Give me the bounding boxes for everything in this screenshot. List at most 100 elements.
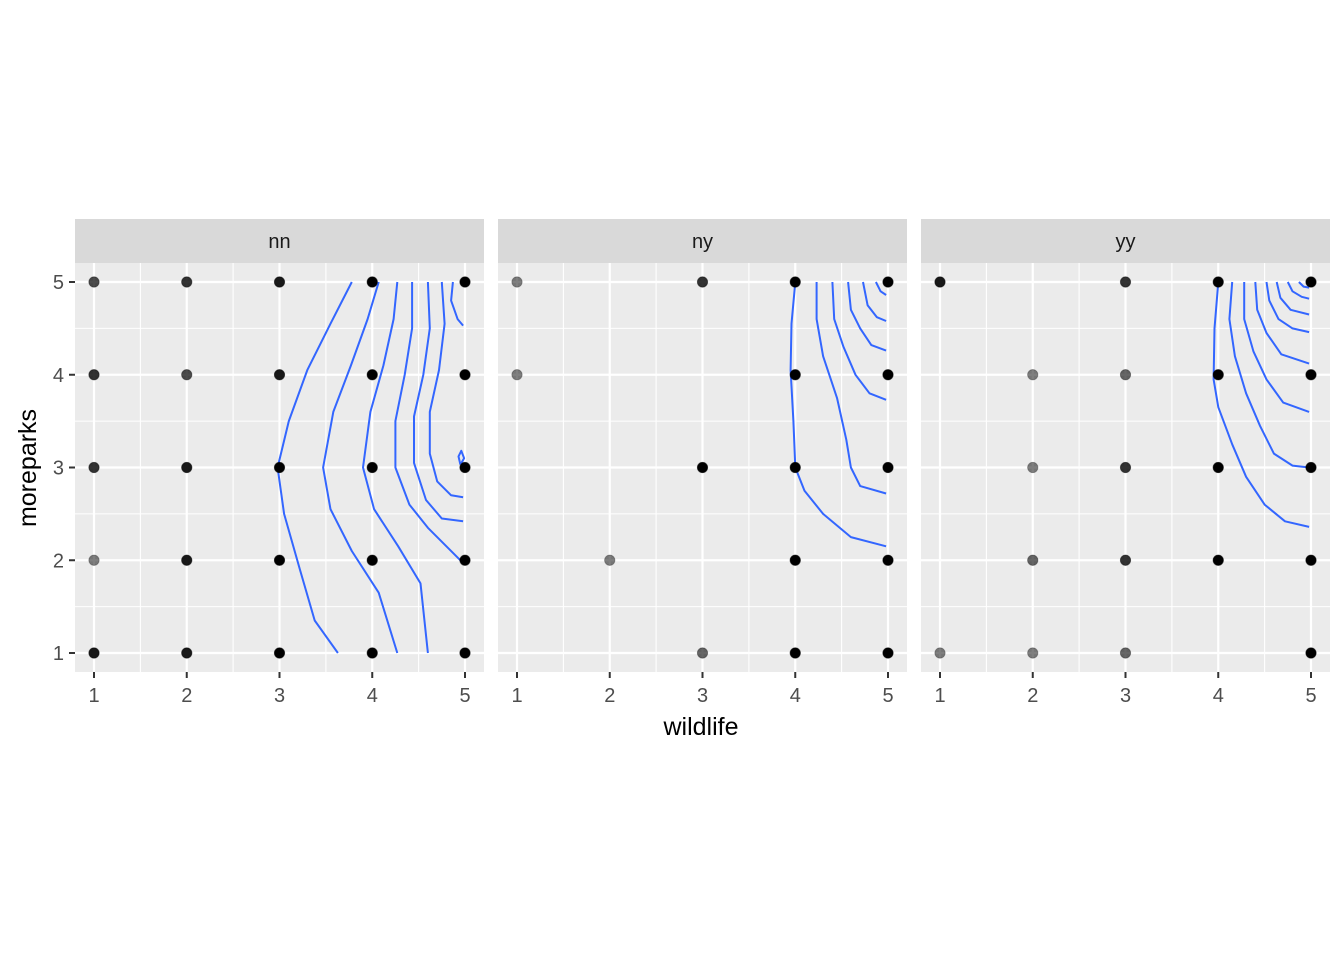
density-contour-line xyxy=(1286,281,1310,300)
density-contour-line xyxy=(413,281,464,523)
density-contour-line xyxy=(1243,282,1310,413)
density-contour-line xyxy=(1228,281,1310,469)
data-point xyxy=(273,647,286,659)
data-point xyxy=(511,369,523,381)
data-point xyxy=(1212,369,1224,381)
density-contour-line xyxy=(815,282,887,495)
data-point xyxy=(1119,276,1132,288)
data-point xyxy=(273,461,286,474)
data-point xyxy=(273,369,286,381)
density-contour-line xyxy=(1275,281,1310,316)
data-point xyxy=(604,554,616,566)
density-contour-line xyxy=(862,281,887,322)
y-axis-title: moreparks xyxy=(14,409,42,527)
x-tick-label: 2 xyxy=(181,685,192,707)
x-tick-label: 5 xyxy=(1305,685,1316,707)
data-point xyxy=(789,554,801,566)
data-point xyxy=(1119,554,1132,566)
density-contour-line xyxy=(1212,281,1310,528)
data-point xyxy=(934,647,946,659)
data-point xyxy=(1027,647,1039,659)
data-point xyxy=(459,369,471,381)
x-tick-label: 1 xyxy=(934,685,945,707)
data-point xyxy=(181,461,193,474)
data-point xyxy=(1027,554,1039,566)
data-point xyxy=(882,276,894,288)
data-point xyxy=(1027,369,1039,381)
data-point xyxy=(1212,276,1224,288)
data-point xyxy=(459,647,471,659)
data-point xyxy=(459,554,471,566)
facet-panel-ny: ny 1 2 3 4 5 xyxy=(498,219,907,707)
density-contour-line xyxy=(875,281,887,296)
data-point xyxy=(882,369,894,381)
facet-panel-nn: nn 1 2 3 4 5 1 2 3 4 5 xyxy=(53,219,484,707)
data-point xyxy=(882,461,894,474)
data-point xyxy=(181,554,193,566)
data-point xyxy=(1305,369,1317,381)
data-point xyxy=(696,647,709,659)
density-contour-line xyxy=(847,281,887,352)
facet-strip-label: yy xyxy=(1116,231,1136,253)
data-point xyxy=(273,554,286,566)
data-point xyxy=(366,647,378,659)
data-point xyxy=(88,369,100,381)
data-point xyxy=(88,647,100,659)
data-point xyxy=(934,276,946,288)
y-tick-label: 1 xyxy=(53,643,64,665)
y-tick-label: 4 xyxy=(53,365,64,387)
data-point xyxy=(1305,647,1317,659)
data-point xyxy=(366,461,378,474)
y-tick-label: 3 xyxy=(53,458,64,480)
density-contour-line xyxy=(322,281,399,654)
data-point xyxy=(273,276,286,288)
data-point xyxy=(88,461,100,474)
data-point xyxy=(366,369,378,381)
x-tick-label: 1 xyxy=(511,685,522,707)
data-point xyxy=(459,276,471,288)
x-tick-label: 3 xyxy=(274,685,285,707)
density-contour-line xyxy=(457,449,466,466)
density-contour-line xyxy=(1265,281,1310,334)
x-tick-label: 2 xyxy=(604,685,615,707)
data-point xyxy=(1119,461,1132,474)
density-contour-line xyxy=(428,281,464,499)
facet-strip xyxy=(498,219,907,263)
data-point xyxy=(789,461,801,474)
data-point xyxy=(789,276,801,288)
x-tick-label: 5 xyxy=(882,685,893,707)
data-point xyxy=(1212,461,1224,474)
data-point xyxy=(1212,554,1224,566)
density-contour-line xyxy=(394,282,462,562)
x-tick-label: 1 xyxy=(88,685,99,707)
density-contour-line xyxy=(1298,281,1310,289)
data-point xyxy=(88,276,100,288)
facet-strip xyxy=(921,219,1330,263)
x-tick-label: 4 xyxy=(790,685,801,707)
data-point xyxy=(1305,461,1317,474)
data-point xyxy=(181,647,193,659)
data-point xyxy=(1305,276,1317,288)
data-point xyxy=(366,554,378,566)
data-point xyxy=(696,276,709,288)
x-tick-label: 3 xyxy=(697,685,708,707)
facet-strip-label: nn xyxy=(268,231,290,253)
x-tick-label: 4 xyxy=(367,685,378,707)
density-contour-line xyxy=(362,281,429,654)
data-point xyxy=(696,461,709,474)
data-point xyxy=(366,276,378,288)
x-tick-label: 3 xyxy=(1120,685,1131,707)
facet-strip xyxy=(75,219,484,263)
data-point xyxy=(789,369,801,381)
data-point xyxy=(1027,461,1039,474)
x-tick-label: 2 xyxy=(1027,685,1038,707)
data-point xyxy=(882,554,894,566)
data-point xyxy=(1305,554,1317,566)
facet-panel-yy: yy 1 2 3 4 5 xyxy=(921,219,1330,707)
y-tick-label: 2 xyxy=(53,550,64,572)
facet-strip-label: ny xyxy=(692,231,713,253)
facet-panels: nn 1 2 3 4 5 1 2 3 4 5 ny 1 2 3 4 5 yy 1 2 3 4 5 xyxy=(53,219,1330,707)
data-point xyxy=(181,276,193,288)
x-axis-title: wildlife xyxy=(662,713,738,741)
